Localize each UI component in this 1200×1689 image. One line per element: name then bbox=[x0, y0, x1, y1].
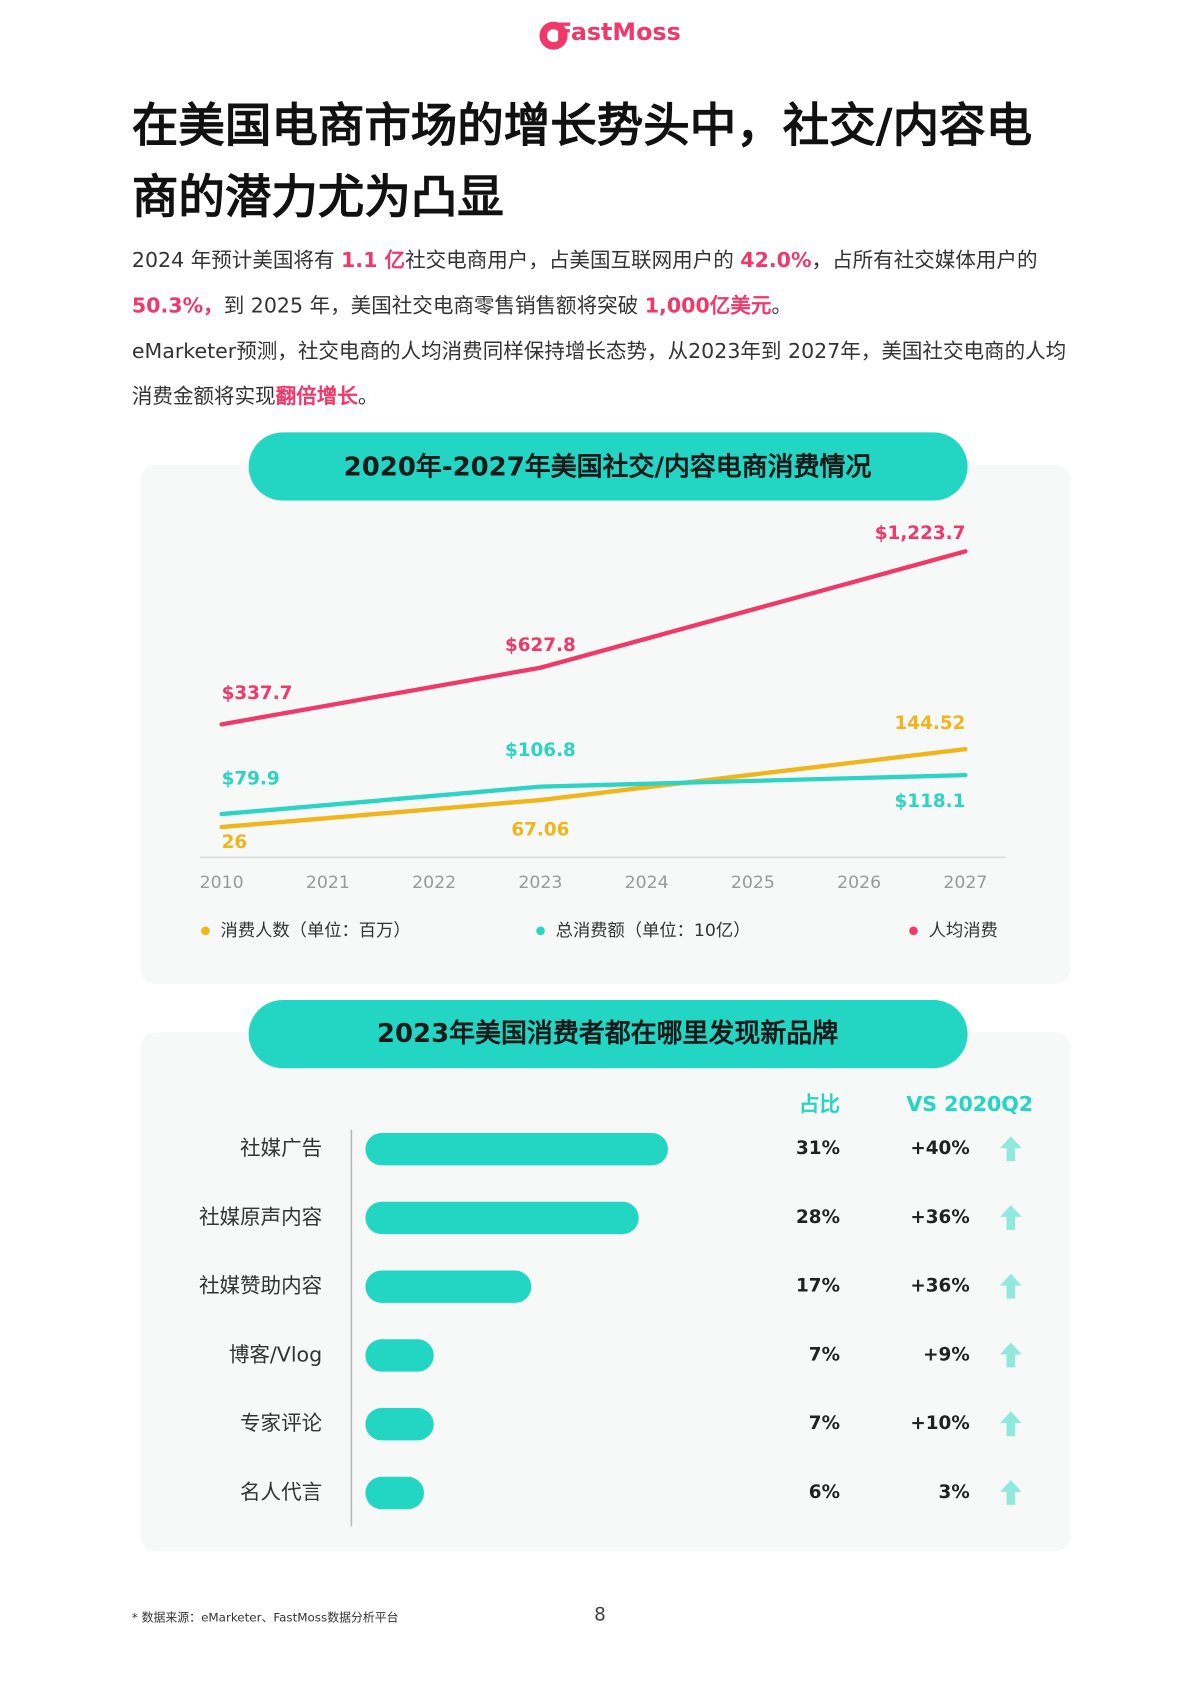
data-label: 17% bbox=[796, 1276, 840, 1297]
change-label: +10% bbox=[910, 1413, 969, 1434]
paragraph: eMarketer预测，社交电商的人均消费同样保持增长态势，从2023年到 20… bbox=[132, 329, 1073, 420]
legend-label: 消费人数（单位：百万） bbox=[221, 921, 411, 941]
up-arrow bbox=[999, 1204, 1022, 1230]
bar bbox=[365, 1476, 424, 1510]
bar bbox=[365, 1339, 434, 1372]
chart-panel bbox=[140, 464, 1071, 984]
legend-marker bbox=[536, 926, 545, 936]
source-note: * 数据来源：eMarketer、FastMoss数据分析平台 bbox=[131, 1610, 399, 1625]
x-tick-label: 2022 bbox=[412, 873, 456, 893]
up-arrow bbox=[999, 1342, 1022, 1368]
text-run: 。 bbox=[357, 384, 379, 409]
data-label: 31% bbox=[796, 1138, 840, 1159]
highlight: 1.1 亿 bbox=[341, 248, 406, 273]
column-header: VS 2020Q2 bbox=[906, 1092, 1033, 1116]
data-label: 28% bbox=[796, 1207, 840, 1228]
up-arrow bbox=[999, 1136, 1022, 1162]
text-run: 。 bbox=[771, 294, 792, 318]
bar bbox=[365, 1132, 668, 1166]
highlight: 42.0% bbox=[740, 248, 812, 273]
column-header: 占比 bbox=[799, 1092, 840, 1116]
data-label: $106.8 bbox=[505, 740, 576, 761]
legend-marker bbox=[201, 926, 210, 936]
x-tick-label: 2021 bbox=[306, 873, 350, 893]
y-tick-label: 社媒赞助内容 bbox=[199, 1274, 322, 1298]
chart-title: 2020年-2027年美国社交/内容电商消费情况 bbox=[344, 452, 872, 483]
paragraphs: 2024 年预计美国将有 1.1 亿社交电商用户，占美国互联网用户的 42.0%… bbox=[132, 238, 1073, 420]
x-tick-label: 2010 bbox=[200, 873, 244, 893]
change-label: +36% bbox=[910, 1276, 969, 1297]
x-tick-label: 2026 bbox=[837, 873, 881, 893]
chart-title: 2023年美国消费者都在哪里发现新品牌 bbox=[377, 1018, 838, 1049]
legend-label: 人均消费 bbox=[929, 921, 998, 941]
data-label: 6% bbox=[809, 1482, 840, 1503]
change-label: +36% bbox=[910, 1207, 969, 1228]
logo-text: FastMoss bbox=[555, 19, 681, 47]
bar bbox=[365, 1270, 532, 1303]
data-label: 144.52 bbox=[895, 713, 966, 734]
y-tick-label: 社媒广告 bbox=[240, 1136, 322, 1160]
change-label: +40% bbox=[910, 1138, 969, 1159]
text-run: 到 2025 年，美国社交电商零售销售额将突破 bbox=[223, 294, 645, 318]
data-label: 7% bbox=[809, 1413, 840, 1434]
bar bbox=[365, 1201, 639, 1235]
y-tick-label: 名人代言 bbox=[240, 1480, 322, 1504]
up-arrow bbox=[999, 1479, 1022, 1505]
text-run: ，占所有社交媒体用户的 bbox=[811, 248, 1038, 273]
x-tick-label: 2027 bbox=[943, 873, 987, 893]
chart-title-pill bbox=[248, 432, 968, 501]
page-number: 8 bbox=[594, 1604, 606, 1626]
data-label: $118.1 bbox=[895, 791, 966, 812]
paragraph: 2024 年预计美国将有 1.1 亿社交电商用户，占美国互联网用户的 42.0%… bbox=[132, 238, 1073, 329]
data-label: $79.9 bbox=[222, 768, 280, 789]
highlight: 50.3%， bbox=[131, 294, 224, 318]
data-label: 67.06 bbox=[511, 819, 569, 840]
y-tick-label: 博客/Vlog bbox=[229, 1342, 322, 1366]
legend-label: 总消费额（单位：10亿） bbox=[556, 921, 751, 941]
legend-marker bbox=[909, 926, 918, 936]
chart-title-pill bbox=[248, 999, 968, 1069]
change-label: +9% bbox=[923, 1344, 970, 1365]
data-label: $1,223.7 bbox=[875, 523, 966, 544]
up-arrow bbox=[999, 1411, 1022, 1437]
up-arrow bbox=[999, 1273, 1022, 1299]
highlight: 1,000亿美元 bbox=[644, 294, 772, 318]
line bbox=[219, 549, 968, 727]
page-title: 在美国电商市场的增长势头中，社交/内容电商的潜力尤为凸显 bbox=[131, 99, 1033, 225]
y-tick-label: 专家评论 bbox=[240, 1411, 323, 1435]
data-label: 26 bbox=[222, 832, 248, 853]
bar bbox=[365, 1408, 434, 1441]
x-tick-label: 2024 bbox=[625, 873, 669, 893]
change-label: 3% bbox=[939, 1482, 970, 1503]
text-run: eMarketer预测，社交电商的人均消费同样保持增长态势，从2023年到 20… bbox=[131, 339, 1067, 409]
data-label: $337.7 bbox=[222, 683, 293, 704]
data-label: $627.8 bbox=[505, 635, 576, 656]
y-tick-label: 社媒原声内容 bbox=[199, 1205, 322, 1229]
line bbox=[219, 772, 968, 817]
text-run: 2024 年预计美国将有 bbox=[131, 248, 342, 273]
highlight: 翻倍增长 bbox=[275, 384, 358, 409]
line bbox=[219, 746, 968, 830]
x-tick-label: 2023 bbox=[518, 873, 562, 893]
logo-icon-inner bbox=[547, 29, 560, 43]
logo: FastMoss bbox=[0, 19, 1200, 46]
text-run: 社交电商用户，占美国互联网用户的 bbox=[405, 248, 741, 273]
x-tick-label: 2025 bbox=[731, 873, 775, 893]
data-label: 7% bbox=[809, 1344, 840, 1365]
